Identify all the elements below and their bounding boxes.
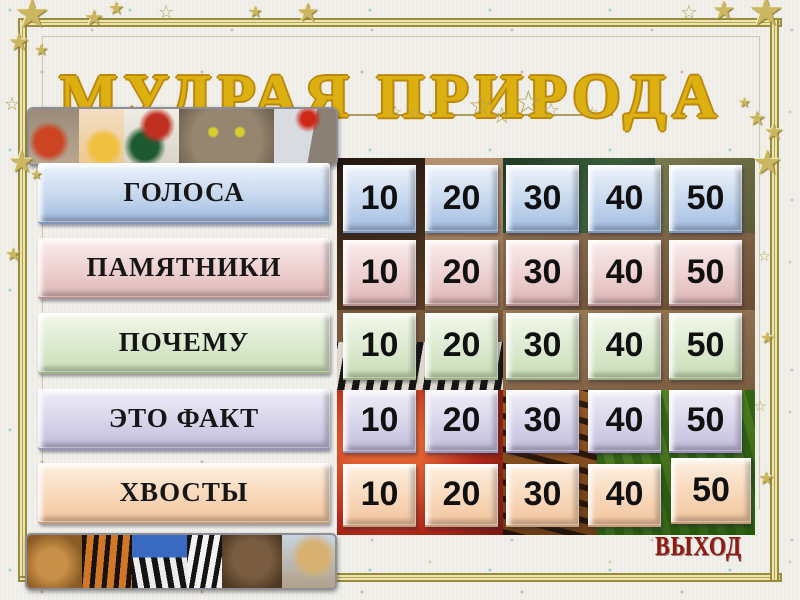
animal-photo-zebra (132, 535, 187, 588)
frame-border-right (770, 18, 779, 582)
grid-cell-golosa-20[interactable]: 20 (425, 165, 498, 233)
category-button-eto-fakt[interactable]: ЭТО ФАКТ (38, 389, 330, 450)
cell-value: 10 (360, 178, 399, 217)
grid-cell-pamyatniki-10[interactable]: 10 (343, 240, 416, 306)
bird-photo-bullfinch (29, 109, 79, 164)
bird-photo-woodpecker (274, 109, 336, 164)
grid-cell-khvosty-10[interactable]: 10 (343, 464, 416, 527)
grid-cell-eto-fakt-40[interactable]: 40 (588, 390, 661, 453)
grid-cell-khvosty-50[interactable]: 50 (671, 458, 751, 524)
frame-border-left (18, 18, 27, 578)
grid-cell-pochemu-30[interactable]: 30 (506, 313, 579, 380)
grid-cell-eto-fakt-30[interactable]: 30 (506, 390, 579, 453)
birds-photo-strip (27, 107, 338, 166)
cell-value: 20 (442, 326, 481, 364)
cell-value: 30 (523, 252, 562, 291)
category-button-pamyatniki[interactable]: ПАМЯТНИКИ (38, 238, 330, 299)
category-label: ПОЧЕМУ (118, 327, 250, 357)
cell-value: 20 (442, 401, 481, 439)
cell-value: 50 (686, 178, 725, 217)
category-label: ЭТО ФАКТ (108, 403, 260, 433)
exit-button[interactable]: ВЫХОД (655, 531, 742, 561)
grid-cell-pamyatniki-40[interactable]: 40 (588, 240, 661, 306)
cell-value: 50 (686, 401, 725, 439)
grid-cell-pochemu-50[interactable]: 50 (669, 313, 742, 380)
animal-photo-lion (27, 535, 82, 588)
category-button-khvosty[interactable]: ХВОСТЫ (38, 463, 330, 524)
animal-photo-zebra-stripes (187, 535, 222, 588)
cell-value: 40 (605, 252, 644, 291)
grid-cell-pamyatniki-50[interactable]: 50 (669, 240, 742, 306)
cell-value: 20 (442, 252, 481, 291)
cell-value: 10 (360, 326, 399, 364)
category-button-golosa[interactable]: ГОЛОСА (38, 163, 330, 224)
cell-value: 40 (605, 401, 644, 439)
grid-cell-khvosty-20[interactable]: 20 (425, 464, 498, 527)
cell-value: 20 (442, 178, 481, 217)
cell-value: 40 (605, 475, 644, 513)
cell-value: 40 (605, 326, 644, 364)
grid-cell-pamyatniki-20[interactable]: 20 (425, 240, 498, 306)
grid-cell-pochemu-10[interactable]: 10 (343, 313, 416, 380)
bird-photo-rooster (124, 109, 179, 164)
star-divider-line (333, 114, 613, 116)
category-label: ХВОСТЫ (119, 477, 249, 507)
cell-value: 10 (360, 475, 399, 513)
cell-value: 20 (442, 475, 481, 513)
cell-value: 50 (692, 470, 730, 509)
grid-cell-golosa-50[interactable]: 50 (669, 165, 742, 233)
grid-cell-eto-fakt-20[interactable]: 20 (425, 390, 498, 453)
grid-cell-golosa-40[interactable]: 40 (588, 165, 661, 233)
animal-photo-tiger (82, 535, 132, 588)
cell-value: 30 (523, 475, 562, 513)
grid-cell-golosa-10[interactable]: 10 (343, 165, 416, 233)
grid-cell-golosa-30[interactable]: 30 (506, 165, 579, 233)
category-label: ГОЛОСА (123, 177, 245, 207)
cell-value: 10 (360, 252, 399, 291)
cell-value: 40 (605, 178, 644, 217)
grid-cell-pochemu-20[interactable]: 20 (425, 313, 498, 380)
grid-cell-eto-fakt-10[interactable]: 10 (343, 390, 416, 453)
bird-photo-chicks (79, 109, 124, 164)
grid-cell-eto-fakt-50[interactable]: 50 (669, 390, 742, 453)
frame-border-top (18, 18, 782, 27)
cell-value: 10 (360, 401, 399, 439)
cell-value: 30 (523, 401, 562, 439)
grid-cell-pochemu-40[interactable]: 40 (588, 313, 661, 380)
cell-value: 30 (523, 326, 562, 364)
grid-cell-khvosty-30[interactable]: 30 (506, 464, 579, 527)
bird-photo-owl (179, 109, 274, 164)
animals-photo-strip (25, 533, 337, 590)
animal-photo-coyote (282, 535, 335, 588)
cell-value: 30 (523, 178, 562, 217)
animal-photo-bear (222, 535, 282, 588)
star-icon: ★ (108, 0, 125, 19)
category-button-pochemu[interactable]: ПОЧЕМУ (38, 313, 330, 374)
grid-cell-pamyatniki-30[interactable]: 30 (506, 240, 579, 306)
cell-value: 50 (686, 326, 725, 364)
category-label: ПАМЯТНИКИ (86, 252, 282, 282)
cell-value: 50 (686, 252, 725, 291)
grid-cell-khvosty-40[interactable]: 40 (588, 464, 661, 527)
